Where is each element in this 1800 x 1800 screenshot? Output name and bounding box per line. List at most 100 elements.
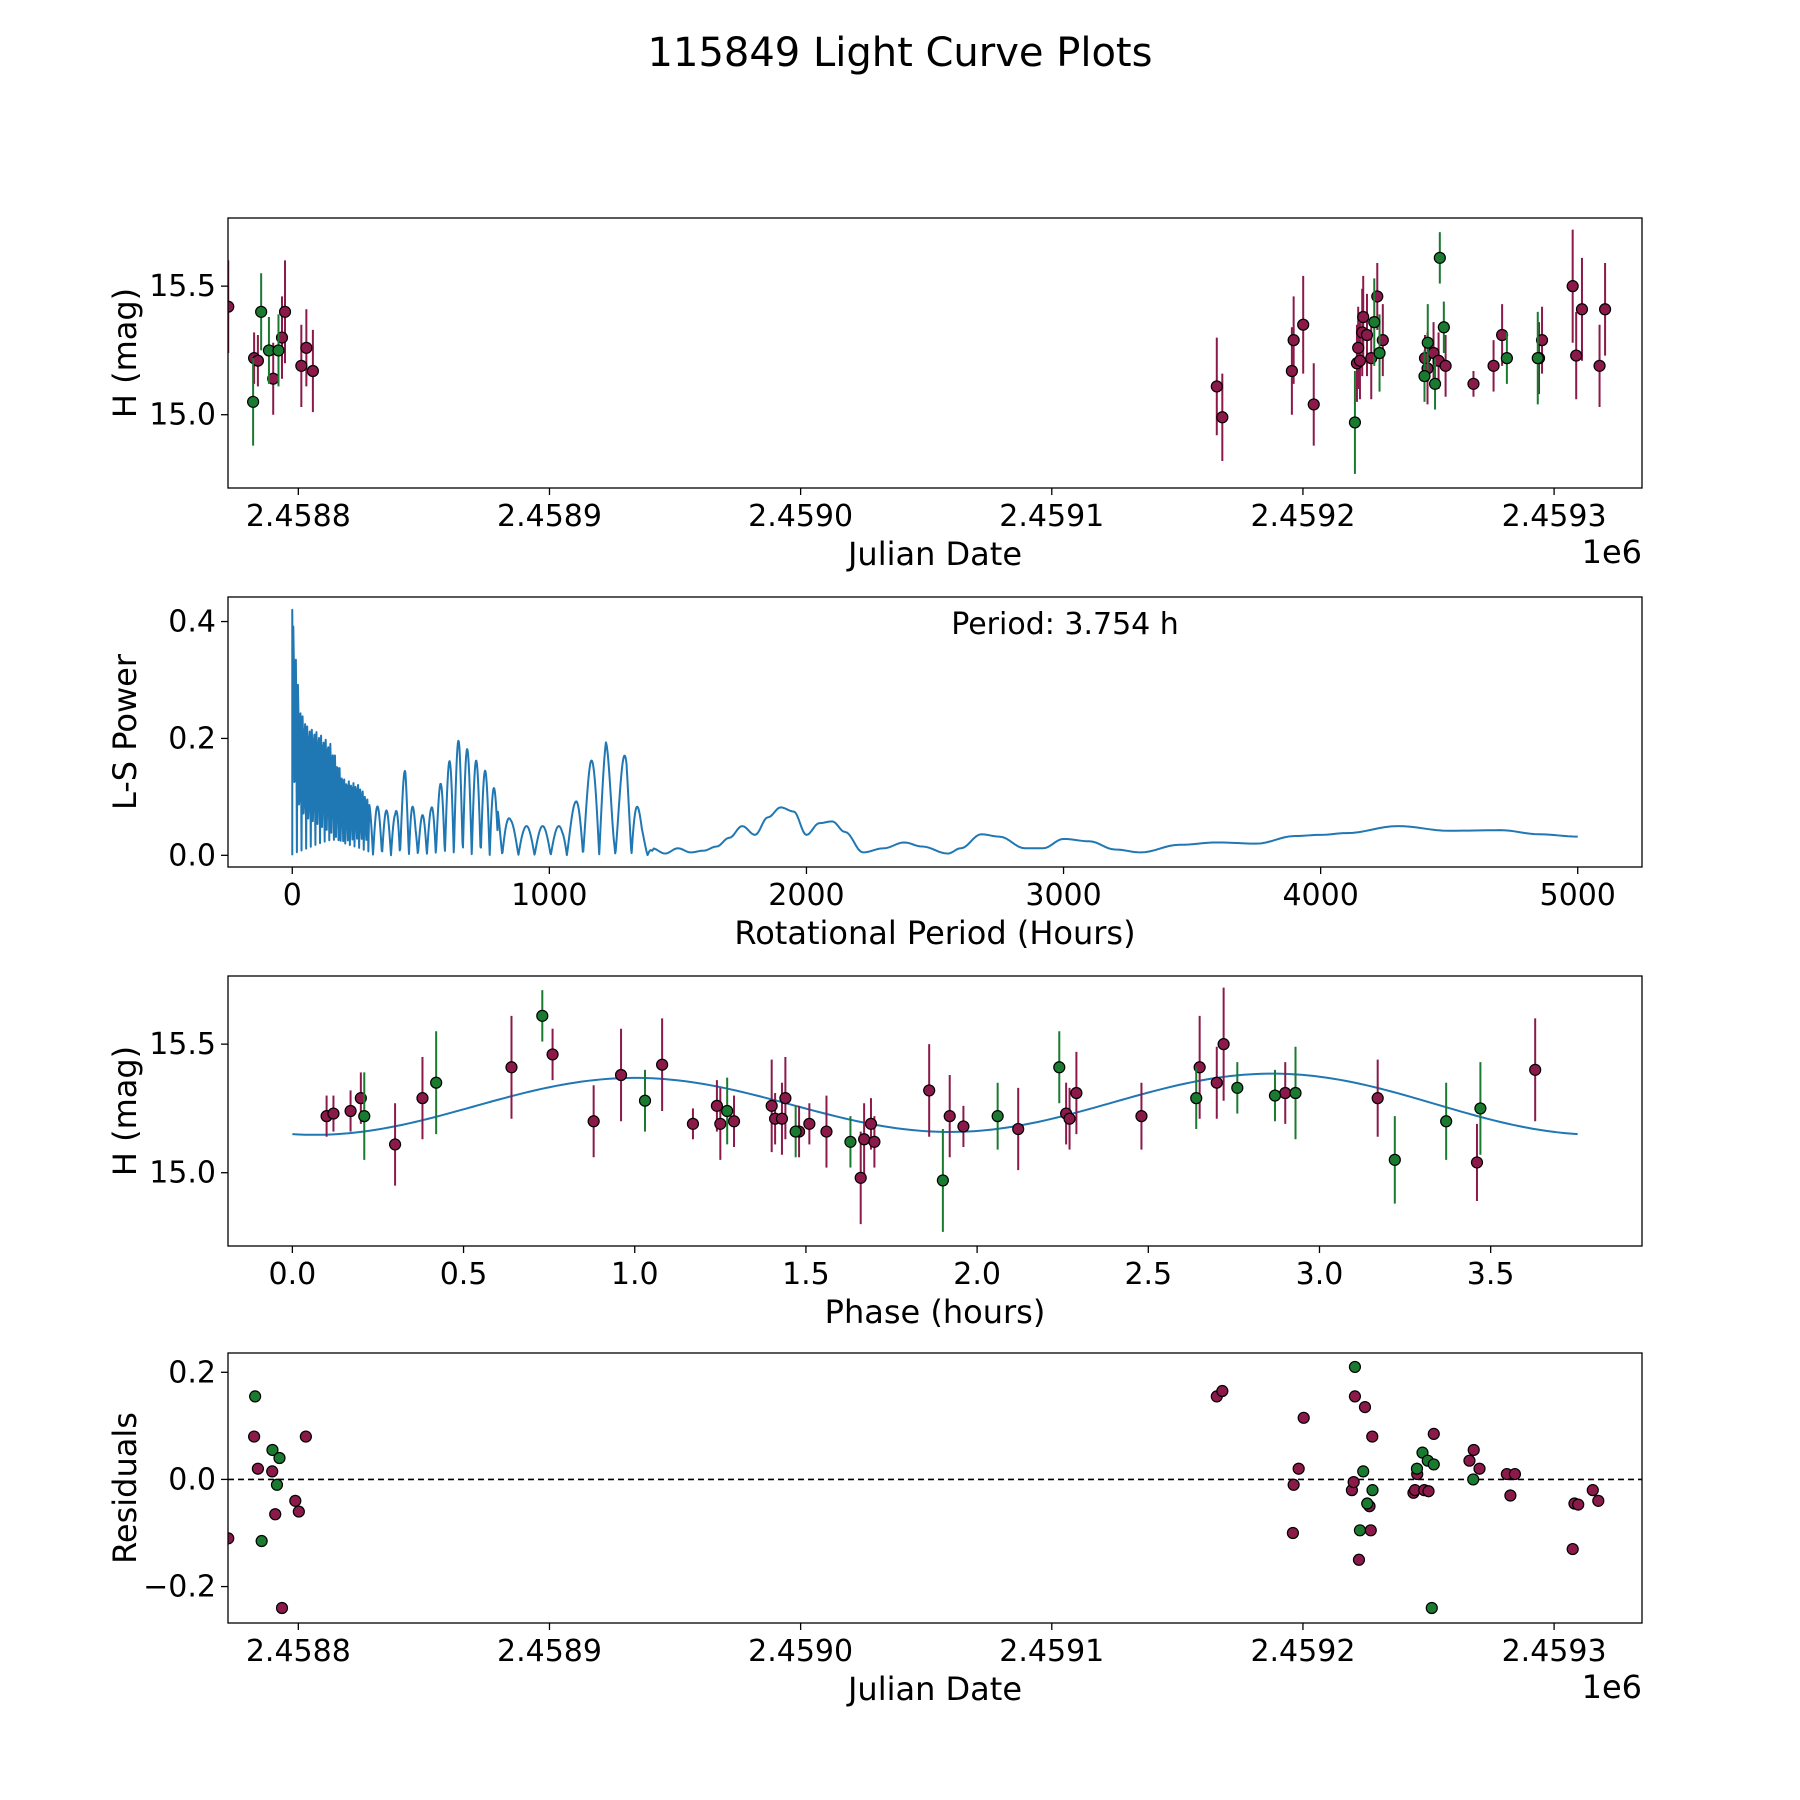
data-point <box>779 1092 792 1105</box>
data-point <box>1531 352 1544 365</box>
data-point <box>1357 1465 1370 1478</box>
residuals-panel: 2.4588 2.4589 2.4590 2.4591 2.4592 2.4593 0.2 0… <box>106 1352 1643 1708</box>
plot-area <box>228 1360 1642 1615</box>
data-point <box>1529 1063 1542 1076</box>
data-point <box>1063 1112 1076 1125</box>
data-point <box>1357 310 1370 324</box>
data-point <box>1474 1102 1487 1115</box>
data-point <box>721 1104 734 1118</box>
x-tick-label: 4000 <box>1282 878 1358 913</box>
y-tick-label: 0.0 <box>168 838 216 873</box>
y-tick-label: 15.5 <box>149 1027 216 1062</box>
data-point <box>1053 1061 1066 1074</box>
x-tick-label: 2.4590 <box>748 1634 853 1669</box>
data-point <box>614 1068 628 1082</box>
data-point <box>864 1117 878 1130</box>
data-point <box>1358 1401 1372 1414</box>
x-axis-label: Julian Date <box>846 1670 1022 1708</box>
x-tick-label: 5000 <box>1540 878 1616 913</box>
series-filter-a <box>228 1384 1605 1615</box>
series-filter-b <box>249 1360 1480 1615</box>
data-point <box>638 1094 652 1107</box>
data-point <box>1425 1601 1438 1615</box>
x-offset-label: 1e6 <box>1582 533 1642 571</box>
x-tick-label: 2.4588 <box>246 499 351 534</box>
data-point <box>858 1133 871 1146</box>
data-point <box>1210 380 1223 393</box>
model-fit-curve <box>292 1072 1578 1136</box>
data-point <box>1500 352 1513 365</box>
data-point <box>1352 341 1365 354</box>
data-point <box>957 1120 970 1133</box>
data-point <box>430 1076 443 1089</box>
plot-area <box>228 229 1612 474</box>
x-tick-label: 2.5 <box>1124 1257 1172 1292</box>
data-point <box>1422 1485 1435 1498</box>
data-point <box>686 1117 700 1130</box>
data-point <box>775 1112 789 1125</box>
data-point <box>1371 1092 1384 1105</box>
data-point <box>868 1135 881 1148</box>
data-point <box>1467 1473 1480 1486</box>
x-tick-label: 3.0 <box>1296 1257 1344 1292</box>
series-filter-b <box>358 990 1487 1232</box>
plot-area <box>292 987 1578 1232</box>
data-point <box>1361 1497 1374 1510</box>
x-tick-label: 2000 <box>768 878 844 913</box>
data-point <box>505 1061 518 1074</box>
data-point <box>1418 370 1431 383</box>
data-point <box>1421 336 1434 349</box>
data-point <box>923 1084 936 1097</box>
data-point <box>255 1534 268 1548</box>
data-point <box>1437 321 1450 334</box>
y-axis-label: H (mag) <box>106 1046 144 1176</box>
data-point <box>247 395 260 408</box>
x-tick-label: 0.5 <box>440 1257 488 1292</box>
axes-frame <box>227 596 1643 868</box>
data-point <box>1210 1076 1223 1089</box>
data-point <box>358 1110 371 1123</box>
data-point <box>1268 1089 1282 1102</box>
x-tick-label: 2.4592 <box>1250 1634 1355 1669</box>
data-point <box>656 1058 669 1071</box>
x-tick-label: 1.0 <box>611 1257 659 1292</box>
y-tick-label: 15.0 <box>149 1156 216 1191</box>
data-point <box>272 344 285 357</box>
y-tick-label: 0.0 <box>168 1462 216 1497</box>
data-point <box>1287 1478 1300 1491</box>
x-tick-label: 0.0 <box>269 1257 317 1292</box>
data-point <box>1352 1553 1366 1566</box>
data-point <box>1572 1498 1585 1511</box>
y-tick-label: 0.4 <box>168 605 216 640</box>
data-point <box>1287 334 1300 347</box>
data-point <box>789 1125 802 1138</box>
data-point <box>1347 1476 1360 1489</box>
data-point <box>299 1430 312 1443</box>
data-point <box>275 1601 289 1615</box>
x-axis-label: Phase (hours) <box>825 1293 1046 1331</box>
data-point <box>1297 1411 1310 1424</box>
data-point <box>536 1009 549 1022</box>
periodogram-panel: 0 1000 2000 3000 4000 5000 0.0 0.2 0.4 Rotational… <box>106 596 1643 952</box>
data-point <box>1427 1427 1440 1440</box>
x-tick-label: 1000 <box>511 878 587 913</box>
data-point <box>1285 364 1298 378</box>
data-point <box>1135 1110 1148 1123</box>
series-filter-a <box>228 229 1612 461</box>
lightcurve-panel: 2.4588 2.4589 2.4590 2.4591 2.4592 2.4593 15.0… <box>106 217 1643 573</box>
data-point <box>1366 1430 1379 1443</box>
plot-area <box>291 608 1578 857</box>
data-point <box>1366 1484 1379 1497</box>
data-point <box>1353 1524 1367 1537</box>
data-point <box>327 1107 340 1120</box>
data-point <box>714 1117 727 1130</box>
y-axis-label: H (mag) <box>106 288 144 418</box>
data-point <box>1286 1526 1299 1540</box>
data-point <box>844 1135 857 1148</box>
y-axis-label: L-S Power <box>106 653 144 810</box>
series-filter-b <box>247 232 1544 474</box>
data-point <box>266 1465 279 1478</box>
data-point <box>546 1048 559 1061</box>
data-point <box>1070 1086 1083 1100</box>
data-point <box>803 1117 816 1130</box>
